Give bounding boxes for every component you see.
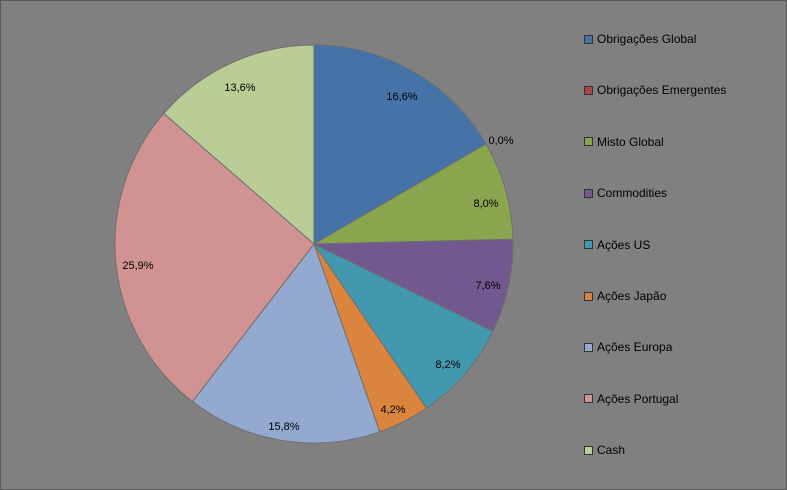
legend-swatch (584, 137, 593, 147)
legend-label: Ações Europa (597, 340, 673, 355)
legend-item: Obrigações Emergentes (584, 81, 726, 99)
legend-item: Misto Global (584, 133, 664, 151)
legend-item: Ações Europa (584, 338, 672, 356)
legend-swatch (584, 394, 593, 404)
slice-value-label: 15,8% (268, 421, 299, 433)
legend-item: Obrigações Global (584, 30, 696, 48)
legend-swatch (584, 34, 593, 44)
legend-swatch (584, 188, 593, 198)
pie-slice-1 (313, 44, 487, 245)
legend-label: Commodities (597, 186, 668, 201)
legend-item: Commodities (584, 184, 667, 202)
slice-value-label: 16,6% (386, 91, 417, 103)
legend-swatch (584, 291, 593, 301)
pie-slice-7 (191, 242, 381, 444)
pie-slice-9 (163, 44, 315, 246)
slice-value-label: 0,0% (488, 135, 513, 147)
slice-value-label: 13,6% (224, 82, 255, 94)
legend-label: Obrigações Emergentes (597, 83, 727, 98)
legend-label: Ações Portugal (597, 391, 679, 406)
legend-label: Ações US (597, 237, 651, 252)
slice-value-label: 8,0% (473, 198, 498, 210)
legend-item: Ações Portugal (584, 390, 678, 408)
slice-value-label: 25,9% (122, 260, 153, 272)
pie-slice-4 (313, 238, 514, 333)
slice-value-label: 4,2% (380, 404, 405, 416)
slice-value-label: 7,6% (475, 280, 500, 292)
legend-item: Ações Japão (584, 287, 666, 305)
legend-swatch (584, 342, 593, 352)
legend-label: Obrigações Global (597, 32, 697, 46)
legend-label: Misto Global (597, 134, 664, 149)
legend-label: Ações Japão (597, 289, 667, 303)
legend-swatch (584, 85, 593, 95)
legend-item: Ações US (584, 236, 650, 254)
legend-swatch (584, 240, 593, 250)
legend-label: Cash (597, 443, 626, 458)
legend-item: Cash (584, 441, 625, 459)
pie-slice-3 (313, 143, 514, 245)
legend-swatch (584, 445, 593, 455)
pie-slice-5 (312, 242, 494, 409)
pie-slice-8 (114, 112, 315, 403)
slice-value-label: 8,2% (435, 359, 460, 371)
